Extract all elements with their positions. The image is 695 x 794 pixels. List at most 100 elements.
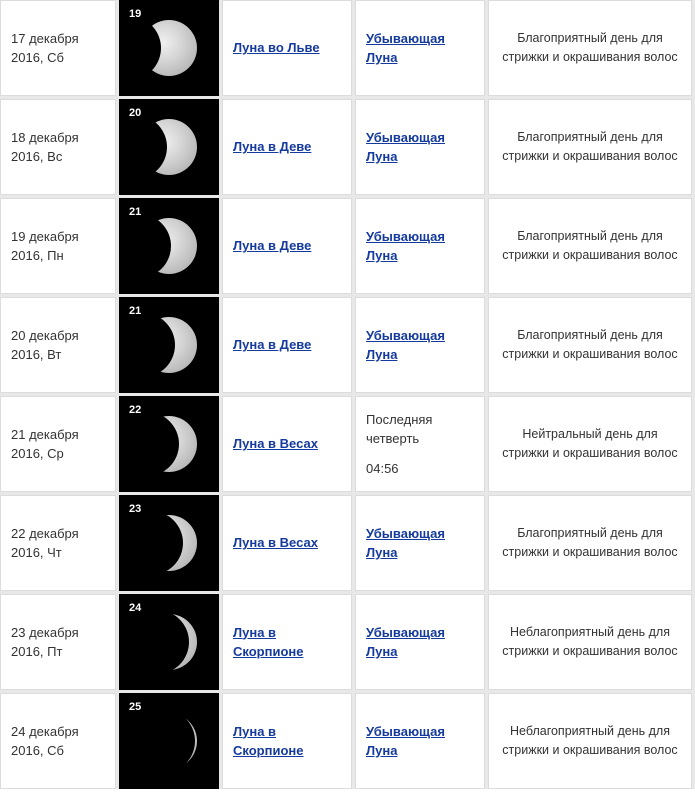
moon-icon: 23 — [119, 495, 219, 591]
moon-sign-link[interactable]: Луна в Весах — [233, 434, 318, 454]
date-cell: 19 декабря 2016, Пн — [0, 198, 116, 294]
description-text: Благоприятный день для стрижки и окрашив… — [499, 326, 681, 364]
description-cell: Благоприятный день для стрижки и окрашив… — [488, 495, 692, 591]
description-text: Благоприятный день для стрижки и окрашив… — [499, 128, 681, 166]
date-text: 20 декабря 2016, Вт — [11, 326, 105, 365]
moon-phase-link[interactable]: Убывающая Луна — [366, 227, 474, 266]
description-text: Благоприятный день для стрижки и окрашив… — [499, 524, 681, 562]
date-cell: 17 декабря 2016, Сб — [0, 0, 116, 96]
moon-phase-link[interactable]: Убывающая Луна — [366, 128, 474, 167]
moon-phase-link[interactable]: Убывающая Луна — [366, 326, 474, 365]
description-cell: Благоприятный день для стрижки и окрашив… — [488, 297, 692, 393]
date-cell: 23 декабря 2016, Пт — [0, 594, 116, 690]
description-cell: Благоприятный день для стрижки и окрашив… — [488, 0, 692, 96]
phase-cell: Последняя четверть04:56 — [355, 396, 485, 492]
moon-shadow — [119, 412, 179, 476]
table-row: 21 декабря 2016, Ср 22 Луна в Весах Последн… — [0, 396, 695, 492]
moon-icon: 22 — [119, 396, 219, 492]
moon-icon: 21 — [119, 198, 219, 294]
phase-text-wrap: Последняя четверть04:56 — [366, 410, 474, 479]
moon-shadow — [119, 313, 175, 377]
sign-cell: Луна во Льве — [222, 0, 352, 96]
date-cell: 18 декабря 2016, Вс — [0, 99, 116, 195]
moon-shadow — [119, 214, 171, 278]
moon-cell: 20 — [119, 99, 219, 195]
moon-shadow — [119, 115, 167, 179]
moon-shadow — [125, 610, 189, 674]
moon-cell: 23 — [119, 495, 219, 591]
date-text: 23 декабря 2016, Пт — [11, 623, 105, 662]
moon-day-number: 19 — [129, 6, 141, 23]
date-text: 22 декабря 2016, Чт — [11, 524, 105, 563]
table-row: 20 декабря 2016, Вт 21 Луна в Деве Убывающа… — [0, 297, 695, 393]
date-text: 24 декабря 2016, Сб — [11, 722, 105, 761]
table-row: 17 декабря 2016, Сб 19 Луна во Льве Убывающ… — [0, 0, 695, 96]
description-cell: Благоприятный день для стрижки и окрашив… — [488, 99, 692, 195]
moon-icon: 19 — [119, 0, 219, 96]
date-text: 18 декабря 2016, Вс — [11, 128, 105, 167]
moon-phase-link[interactable]: Убывающая Луна — [366, 524, 474, 563]
moon-sign-link[interactable]: Луна в Деве — [233, 236, 311, 256]
moon-disc-icon — [141, 119, 197, 175]
moon-day-number: 21 — [129, 204, 141, 221]
description-cell: Неблагоприятный день для стрижки и окраш… — [488, 594, 692, 690]
moon-phase-link[interactable]: Убывающая Луна — [366, 722, 474, 761]
table-row: 22 декабря 2016, Чт 23 Луна в Весах Убывающ… — [0, 495, 695, 591]
phase-cell: Убывающая Луна — [355, 594, 485, 690]
sign-cell: Луна в Деве — [222, 297, 352, 393]
sign-cell: Луна в Весах — [222, 396, 352, 492]
moon-sign-link[interactable]: Луна в Скорпионе — [233, 722, 341, 761]
sign-cell: Луна в Скорпионе — [222, 594, 352, 690]
moon-sign-link[interactable]: Луна в Весах — [233, 533, 318, 553]
date-cell: 21 декабря 2016, Ср — [0, 396, 116, 492]
phase-cell: Убывающая Луна — [355, 693, 485, 789]
moon-day-number: 21 — [129, 303, 141, 320]
description-text: Благоприятный день для стрижки и окрашив… — [499, 227, 681, 265]
moon-icon: 20 — [119, 99, 219, 195]
date-text: 19 декабря 2016, Пн — [11, 227, 105, 266]
moon-disc-icon — [141, 218, 197, 274]
description-text: Благоприятный день для стрижки и окрашив… — [499, 29, 681, 67]
moon-phase-link[interactable]: Убывающая Луна — [366, 623, 474, 662]
description-text: Неблагоприятный день для стрижки и окраш… — [499, 722, 681, 760]
moon-shadow — [119, 16, 161, 80]
moon-cell: 21 — [119, 297, 219, 393]
moon-cell: 21 — [119, 198, 219, 294]
date-cell: 24 декабря 2016, Сб — [0, 693, 116, 789]
moon-disc-icon — [141, 515, 197, 571]
moon-day-number: 22 — [129, 402, 141, 419]
description-cell: Неблагоприятный день для стрижки и окраш… — [488, 693, 692, 789]
description-cell: Благоприятный день для стрижки и окрашив… — [488, 198, 692, 294]
description-cell: Нейтральный день для стрижки и окрашиван… — [488, 396, 692, 492]
moon-sign-link[interactable]: Луна в Деве — [233, 137, 311, 157]
moon-icon: 21 — [119, 297, 219, 393]
moon-sign-link[interactable]: Луна в Деве — [233, 335, 311, 355]
sign-cell: Луна в Весах — [222, 495, 352, 591]
moon-icon: 24 — [119, 594, 219, 690]
moon-day-number: 20 — [129, 105, 141, 122]
phase-cell: Убывающая Луна — [355, 495, 485, 591]
phase-cell: Убывающая Луна — [355, 99, 485, 195]
date-cell: 20 декабря 2016, Вт — [0, 297, 116, 393]
date-text: 17 декабря 2016, Сб — [11, 29, 105, 68]
moon-disc-icon — [141, 713, 197, 769]
moon-sign-link[interactable]: Луна в Скорпионе — [233, 623, 341, 662]
moon-day-number: 23 — [129, 501, 141, 518]
sign-cell: Луна в Скорпионе — [222, 693, 352, 789]
table-row: 18 декабря 2016, Вс 20 Луна в Деве Убывающа… — [0, 99, 695, 195]
moon-sign-link[interactable]: Луна во Льве — [233, 38, 320, 58]
moon-icon: 25 — [119, 693, 219, 789]
table-row: 19 декабря 2016, Пн 21 Луна в Деве Убывающа… — [0, 198, 695, 294]
moon-day-number: 24 — [129, 600, 141, 617]
sign-cell: Луна в Деве — [222, 99, 352, 195]
table-row: 23 декабря 2016, Пт 24 Луна в Скорпионе Убы… — [0, 594, 695, 690]
moon-cell: 19 — [119, 0, 219, 96]
date-text: 21 декабря 2016, Ср — [11, 425, 105, 464]
moon-disc-icon — [141, 317, 197, 373]
description-text: Неблагоприятный день для стрижки и окраш… — [499, 623, 681, 661]
moon-shadow — [131, 709, 195, 773]
moon-disc-icon — [141, 614, 197, 670]
moon-phase-link[interactable]: Убывающая Луна — [366, 29, 474, 68]
moon-cell: 25 — [119, 693, 219, 789]
phase-cell: Убывающая Луна — [355, 198, 485, 294]
